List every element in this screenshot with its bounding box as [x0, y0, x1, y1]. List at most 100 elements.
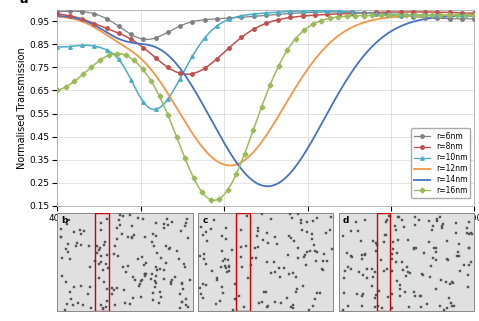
Point	[448, 303, 456, 308]
Point	[385, 295, 392, 300]
X-axis label: Wavelength (nm): Wavelength (nm)	[221, 225, 311, 235]
Point	[448, 280, 456, 285]
Point	[181, 265, 189, 270]
Point	[310, 242, 318, 247]
Point	[254, 225, 262, 230]
Point	[263, 305, 271, 310]
Point	[275, 265, 283, 271]
Point	[445, 257, 452, 262]
Point	[160, 267, 168, 272]
Point	[108, 285, 116, 291]
Point	[182, 302, 190, 307]
Point	[411, 293, 419, 298]
Point	[225, 263, 232, 268]
Point	[99, 306, 107, 311]
Point	[218, 285, 226, 290]
Point	[208, 269, 216, 274]
Point	[63, 221, 71, 226]
Point	[294, 286, 301, 291]
Point	[313, 216, 321, 221]
Point	[383, 218, 391, 223]
Point	[328, 247, 336, 252]
Point	[382, 233, 390, 238]
Point	[217, 298, 224, 303]
Point	[128, 234, 136, 239]
Point	[103, 261, 110, 266]
Point	[386, 213, 394, 218]
Point	[171, 274, 179, 280]
Point	[341, 291, 348, 296]
Point	[389, 246, 397, 251]
Point	[319, 267, 327, 273]
Point	[466, 245, 473, 250]
Point	[177, 229, 185, 234]
Point	[388, 306, 396, 311]
Point	[128, 236, 136, 241]
Point	[131, 278, 139, 283]
Point	[369, 238, 377, 243]
Point	[77, 242, 85, 247]
Point	[253, 233, 261, 239]
Point	[323, 259, 331, 264]
Point	[152, 281, 160, 286]
Point	[396, 282, 404, 287]
Point	[343, 251, 351, 256]
Point	[283, 295, 291, 300]
Point	[404, 238, 412, 243]
Point	[292, 275, 299, 280]
Point	[57, 235, 65, 240]
Point	[224, 257, 231, 263]
Point	[196, 286, 204, 291]
Point	[169, 278, 176, 283]
Point	[450, 303, 458, 308]
Point	[202, 229, 210, 234]
Point	[179, 299, 186, 304]
Point	[465, 263, 472, 268]
Point	[391, 224, 399, 229]
Point	[162, 244, 170, 249]
Point	[405, 304, 413, 309]
Point	[423, 301, 431, 306]
Point	[262, 290, 270, 295]
Point	[100, 279, 107, 284]
Point	[419, 273, 427, 278]
Point	[452, 230, 459, 236]
Point	[138, 278, 146, 283]
Point	[157, 255, 164, 260]
Point	[64, 250, 72, 255]
Point	[465, 246, 472, 251]
Point	[183, 217, 191, 222]
Point	[463, 230, 470, 235]
Point	[222, 266, 230, 271]
Point	[162, 260, 170, 265]
Point	[219, 291, 227, 296]
Point	[380, 268, 388, 273]
Point	[129, 274, 137, 279]
Point	[314, 249, 321, 254]
Point	[372, 249, 379, 254]
Point	[62, 246, 69, 251]
Point	[358, 303, 365, 308]
Point	[327, 214, 334, 220]
Point	[57, 226, 65, 231]
Point	[444, 238, 451, 243]
Point	[99, 268, 107, 273]
Point	[420, 251, 428, 256]
Point	[124, 263, 132, 268]
Point	[149, 232, 157, 237]
Point	[388, 251, 395, 256]
Point	[225, 269, 232, 274]
Point	[263, 230, 271, 235]
Point	[433, 218, 441, 223]
Point	[427, 263, 435, 268]
Point	[142, 271, 150, 276]
Point	[114, 254, 122, 259]
Point	[348, 254, 356, 259]
Point	[64, 242, 72, 247]
Point	[320, 251, 328, 256]
Point	[461, 262, 468, 267]
Point	[438, 224, 446, 229]
Point	[150, 243, 158, 248]
Point	[361, 253, 369, 258]
Point	[393, 250, 401, 256]
